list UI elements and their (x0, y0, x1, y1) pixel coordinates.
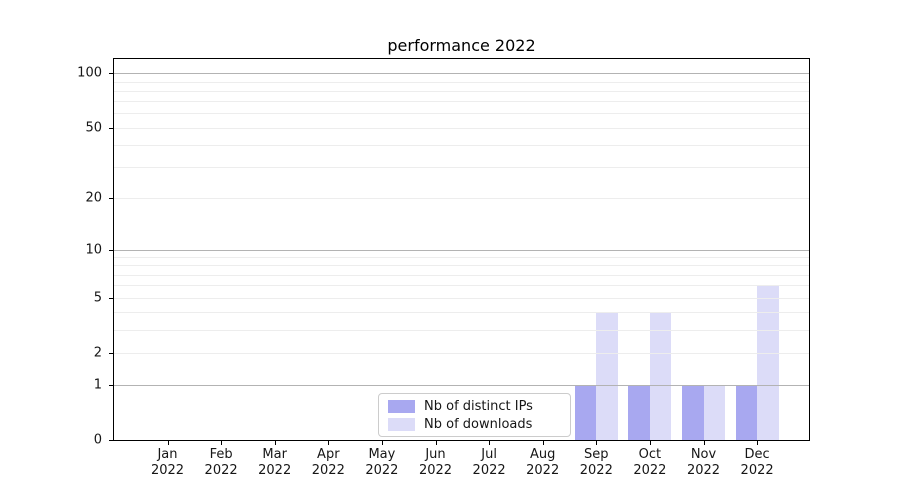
gridline-minor-40 (114, 144, 809, 146)
gridline-minor-3 (114, 329, 809, 331)
gridline-major-100 (114, 73, 809, 75)
y-tick-mark-5 (109, 297, 113, 299)
gridline-minor-9 (114, 257, 809, 259)
y-tick-label-20: 20 (85, 190, 102, 206)
x-tick-label-mar: Mar 2022 (258, 447, 292, 478)
y-tick-label-100: 100 (77, 65, 102, 81)
x-tick-label-aug: Aug 2022 (526, 447, 560, 478)
x-tick-label-sep: Sep 2022 (579, 447, 613, 478)
y-tick-label-0: 0 (93, 432, 102, 448)
x-tick-mark-feb (221, 441, 223, 445)
legend-item-downloads: Nb of downloads (388, 417, 561, 432)
y-tick-label-2: 2 (93, 345, 102, 361)
x-tick-mark-nov (703, 441, 705, 445)
bar-distinct-ips-dec (735, 384, 758, 440)
bar-distinct-ips-oct (628, 384, 650, 440)
gridline-minor-50 (114, 127, 809, 129)
gridline-minor-7 (114, 274, 809, 276)
gridline-minor-2 (114, 352, 809, 354)
bar-downloads-oct (649, 312, 672, 440)
legend-swatch-distinct-ips-icon (388, 399, 415, 413)
gridline-minor-90 (114, 81, 809, 83)
x-tick-label-apr: Apr 2022 (311, 447, 345, 478)
gridline-major-1 (114, 384, 809, 386)
gridline-minor-5 (114, 297, 809, 299)
gridline-minor-80 (114, 90, 809, 92)
bar-downloads-dec (757, 285, 779, 440)
x-tick-label-jun: Jun 2022 (418, 447, 453, 478)
y-tick-label-10: 10 (85, 242, 102, 257)
gridline-minor-30 (114, 167, 809, 169)
x-tick-mark-may (381, 441, 383, 445)
x-tick-mark-jan (167, 441, 169, 445)
gridline-minor-6 (114, 285, 809, 287)
legend-item-distinct-ips: Nb of distinct IPs (388, 399, 561, 414)
x-tick-mark-mar (274, 441, 276, 445)
bar-downloads-nov (703, 384, 725, 440)
legend-swatch-downloads-icon (388, 417, 415, 431)
x-tick-mark-oct (649, 441, 651, 445)
y-tick-mark-10 (109, 249, 113, 251)
x-tick-mark-apr (328, 441, 330, 445)
legend-label-distinct-ips: Nb of distinct IPs (424, 398, 533, 414)
x-tick-label-feb: Feb 2022 (204, 447, 238, 478)
y-tick-mark-1 (109, 384, 113, 386)
x-tick-label-oct: Oct 2022 (633, 447, 667, 478)
chart-title: performance 2022 (387, 36, 536, 55)
y-tick-mark-20 (109, 198, 113, 200)
y-tick-mark-100 (109, 73, 113, 75)
x-tick-label-nov: Nov 2022 (686, 447, 721, 478)
gridline-minor-70 (114, 101, 809, 103)
x-tick-mark-jun (435, 441, 437, 445)
y-tick-mark-50 (109, 127, 113, 129)
bar-downloads-sep (596, 312, 618, 440)
legend-label-downloads: Nb of downloads (424, 416, 533, 432)
gridline-minor-4 (114, 312, 809, 314)
plot-area: Nb of distinct IPs Nb of downloads (113, 58, 810, 441)
y-tick-label-5: 5 (93, 290, 102, 306)
x-tick-mark-dec (757, 441, 759, 445)
x-tick-mark-jul (489, 441, 491, 445)
bar-distinct-ips-nov (682, 384, 704, 440)
legend: Nb of distinct IPs Nb of downloads (378, 393, 571, 437)
x-tick-label-jan: Jan 2022 (150, 447, 185, 478)
gridline-major-10 (114, 249, 809, 251)
gridline-minor-8 (114, 265, 809, 267)
x-tick-label-may: May 2022 (365, 447, 399, 478)
gridline-minor-60 (114, 113, 809, 115)
y-tick-label-1: 1 (93, 377, 102, 393)
x-tick-mark-aug (542, 441, 544, 445)
y-tick-mark-0 (109, 440, 113, 441)
x-tick-mark-sep (596, 441, 598, 445)
x-tick-label-jul: Jul 2022 (472, 447, 506, 478)
y-tick-label-50: 50 (85, 120, 102, 136)
gridline-minor-20 (114, 198, 809, 200)
bar-distinct-ips-sep (574, 384, 597, 440)
x-tick-label-dec: Dec 2022 (740, 447, 774, 478)
y-tick-mark-2 (109, 352, 113, 354)
